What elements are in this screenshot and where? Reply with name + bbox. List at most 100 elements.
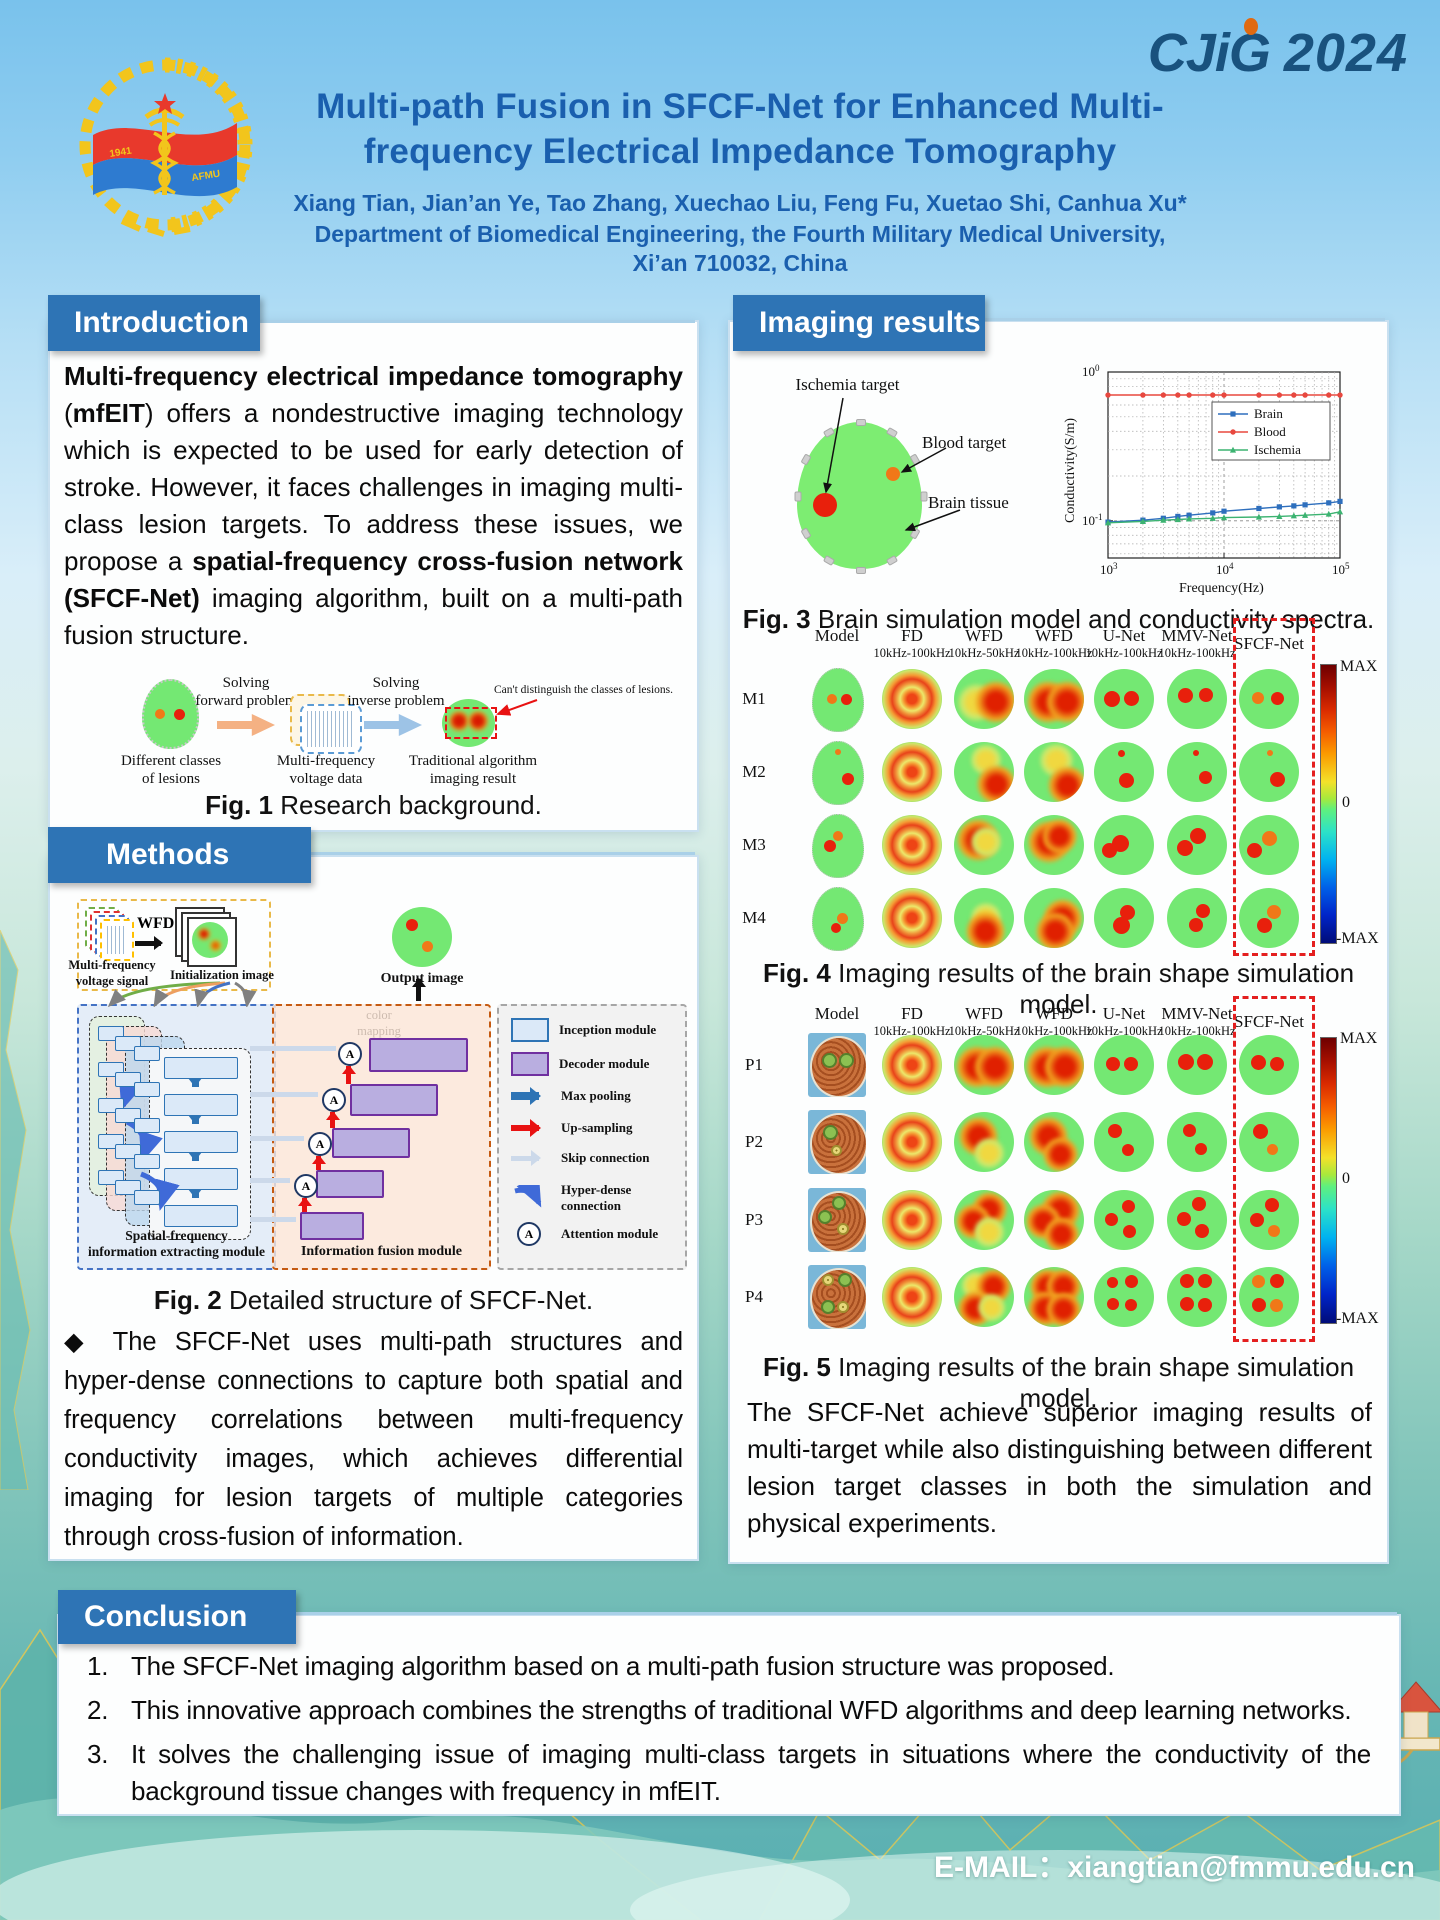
fig3-caption-number: Fig. 3 xyxy=(742,604,811,634)
fig4-model-cell xyxy=(812,887,864,951)
fig3-blood-label: Blood target xyxy=(922,433,1007,452)
fig5-result-image xyxy=(954,1190,1014,1250)
fig1-voltage-frame xyxy=(300,704,362,754)
fig5-result-image xyxy=(1167,1267,1227,1327)
fig1-note: Can't distinguish the classes of lesions… xyxy=(494,684,674,696)
fig4-caption: Fig. 4 Imaging results of the brain shap… xyxy=(730,958,1387,1020)
lesion-spot xyxy=(1271,691,1285,705)
fig1-forward-label: Solving forward problem xyxy=(195,675,297,709)
fig2-decoder-box xyxy=(350,1084,438,1116)
fig5-column-header: WFD xyxy=(1035,1004,1073,1023)
fig2-branch-box xyxy=(134,1154,160,1169)
fig1-forward-arrow xyxy=(217,714,275,736)
lesion-spot xyxy=(975,763,1014,802)
fig2-legend-label: Hyper-dense connection xyxy=(561,1182,632,1213)
fig5-model-photo xyxy=(808,1033,866,1097)
lesion-spot xyxy=(1121,1199,1135,1213)
fig4-column-freq: 10kHz-50kHz xyxy=(948,646,1020,660)
lesion-spot xyxy=(1188,918,1203,932)
conclusion-item-text: This innovative approach combines the st… xyxy=(131,1695,1352,1725)
svg-text:104: 104 xyxy=(1216,561,1234,577)
fig5-column-header: Model xyxy=(814,1004,860,1023)
element xyxy=(511,1087,541,1105)
fig2-upsampling-arrow xyxy=(311,1155,326,1170)
fig1-highlight-box xyxy=(445,707,497,739)
svg-text:105: 105 xyxy=(1332,561,1350,577)
lesion-spot xyxy=(1176,1211,1191,1226)
fig1-caption: Fig. 1 Research background. xyxy=(50,790,697,821)
lesion-spot xyxy=(1125,1275,1139,1289)
lesion-spot xyxy=(1103,690,1120,707)
fig2-legend-item: Max pooling xyxy=(511,1087,679,1105)
fig5-fd-result xyxy=(882,1112,942,1172)
fig2-skip-connection xyxy=(250,1092,318,1097)
fig2-fusion-label: Information fusion module xyxy=(300,1244,463,1259)
fig5-result-image xyxy=(1094,1112,1154,1172)
fig5-colorbar xyxy=(1320,1037,1337,1324)
fig1-result-blob xyxy=(468,711,488,731)
lesion-spot xyxy=(1192,1197,1207,1212)
fig4-column-header: U-Net xyxy=(1102,626,1146,645)
logo-dot-icon xyxy=(1243,18,1258,35)
fig5-result-image xyxy=(1094,1190,1154,1250)
fig2-upsampling-arrow xyxy=(297,1197,312,1212)
fig2-decoder-box xyxy=(316,1170,384,1198)
fig4-row-label: M2 xyxy=(742,762,766,781)
lesion-spot xyxy=(1193,750,1200,757)
fig2-wfd-label: WFD xyxy=(137,915,175,932)
fig4-fd-result xyxy=(882,815,942,875)
logo-abbr-text: AFMU xyxy=(191,169,221,184)
lesion-spot xyxy=(1251,1055,1266,1071)
skip-connection-icon xyxy=(511,1149,551,1166)
svg-text:Brain: Brain xyxy=(1254,406,1283,421)
lesion-spot xyxy=(835,749,841,756)
fig5-column-freq: 10kHz-100kHz xyxy=(1015,1024,1093,1038)
lesion-spot xyxy=(1252,1298,1267,1313)
fig2-branch-box xyxy=(134,1118,160,1133)
fig5-result-image xyxy=(1167,1035,1227,1095)
fig5-result-image xyxy=(1094,1035,1154,1095)
fig2-wfd-arrow xyxy=(135,936,163,950)
hyperdense-arrow-icon xyxy=(511,1185,551,1211)
fig5-result-image xyxy=(954,1035,1014,1095)
conclusion-item-number: 2. xyxy=(87,1695,109,1725)
fig2-output-orange-dot xyxy=(422,941,433,952)
fig5-result-image xyxy=(954,1112,1014,1172)
imaging-summary: The SFCF-Net achieve superior imaging re… xyxy=(747,1397,1372,1538)
fig4-result-image xyxy=(954,742,1014,802)
svg-text:103: 103 xyxy=(1100,561,1118,577)
lesion-spot xyxy=(837,1222,849,1235)
fig4-result-image xyxy=(1094,888,1154,948)
lesion-spot xyxy=(1180,1274,1195,1289)
maxpool-arrow-icon xyxy=(511,1087,551,1105)
intro-seg-2: ( xyxy=(64,398,73,428)
lesion-spot xyxy=(827,693,837,704)
fig4-column-header: WFD xyxy=(965,626,1003,645)
fig1-waveform xyxy=(307,711,355,747)
fig5-result-image xyxy=(1024,1267,1084,1327)
fig2-spatial-label: Spatial-frequency information extracting… xyxy=(88,1228,265,1259)
lesion-spot xyxy=(1041,1135,1079,1172)
methods-tabline xyxy=(250,852,695,855)
fig5-column-header: SFCF-Net xyxy=(1234,1012,1304,1031)
lesion-spot xyxy=(1045,680,1084,725)
fig5-column-freq: 10kHz-100kHz xyxy=(1158,1024,1236,1038)
tab-introduction: Introduction xyxy=(48,295,260,351)
conclusion-item-text: The SFCF-Net imaging algorithm based on … xyxy=(131,1651,1115,1681)
fig5-colorbar-zero: 0 xyxy=(1342,1170,1350,1187)
fig5-result-image xyxy=(1239,1035,1299,1095)
fig2-caption-text: Detailed structure of SFCF-Net. xyxy=(221,1285,594,1315)
fig4-result-image xyxy=(1024,888,1084,948)
lesion-spot xyxy=(1252,691,1265,704)
intro-seg-4: ) offers a nondestructive imaging techno… xyxy=(64,398,683,576)
fig2-legend-label: Up-sampling xyxy=(561,1120,633,1135)
lesion-spot xyxy=(1194,1223,1209,1238)
fig2-branch-box xyxy=(134,1190,160,1205)
conclusion-item: 2. This innovative approach combines the … xyxy=(87,1692,1371,1729)
fig4-result-image xyxy=(1024,669,1084,729)
fig4-fd-result xyxy=(882,742,942,802)
fig5-result-image xyxy=(1167,1190,1227,1250)
fig5-model-photo xyxy=(808,1110,866,1174)
fig5-model-photo xyxy=(808,1188,866,1252)
